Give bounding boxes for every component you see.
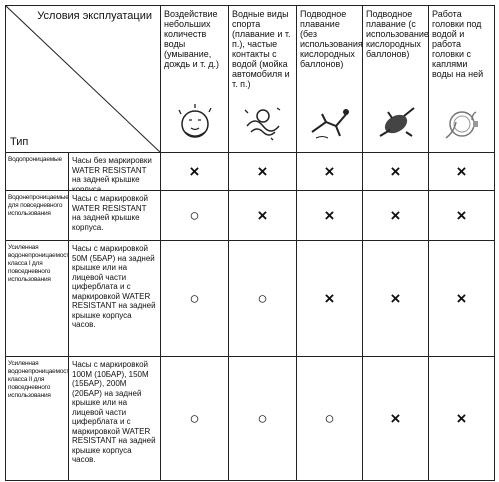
mark-cell-text: ×	[324, 205, 335, 225]
mark-cell-text: ×	[189, 161, 200, 181]
mark-cell-text: ×	[456, 205, 467, 225]
description-cell-text: Часы без маркировки WATER RESISTANT на з…	[72, 156, 152, 191]
mark-cell: ×	[296, 240, 363, 357]
mark-cell-text: ○	[189, 288, 200, 308]
description-cell: Часы с маркировкой WATER RESISTANT на за…	[68, 190, 161, 241]
description-cell-text: Часы с маркировкой WATER RESISTANT на за…	[72, 194, 148, 232]
column-header: Воздействие небольших количеств воды (ум…	[160, 5, 229, 153]
mark-cell-text: ×	[390, 288, 401, 308]
condition-icon	[310, 109, 349, 139]
mark-cell-text: ×	[390, 408, 401, 428]
column-header: Работа головки под водой и работа головк…	[428, 5, 495, 153]
mark-cell: ○	[228, 240, 297, 357]
condition-icon	[378, 107, 415, 137]
mark-cell: ×	[362, 152, 429, 191]
mark-cell: ×	[428, 190, 495, 241]
mark-cell: ○	[228, 356, 297, 481]
description-cell: Часы с маркировкой 100M (10БАР), 150M (1…	[68, 356, 161, 481]
description-cell-text: Часы с маркировкой 50M (5БАР) на задней …	[72, 244, 156, 329]
mark-cell: ×	[362, 356, 429, 481]
column-header-text: Водные виды спорта (плавание и т. п.), ч…	[232, 9, 291, 89]
type-cell: Водонепроницаемые для повседневного испо…	[5, 190, 69, 241]
mark-cell-text: ×	[456, 408, 467, 428]
description-cell-text: Часы с маркировкой 100M (10БАР), 150M (1…	[72, 360, 156, 464]
mark-cell: ×	[428, 152, 495, 191]
mark-cell: ×	[296, 152, 363, 191]
mark-cell: ○	[160, 356, 229, 481]
mark-cell-text: ×	[257, 161, 268, 181]
type-cell: Усиленная водонепроницаемость класса I д…	[5, 240, 69, 357]
type-cell-text: Водопроницаемые	[8, 156, 62, 163]
corner-top: Условия эксплуатации	[37, 10, 152, 22]
description-cell: Часы с маркировкой 50M (5БАР) на задней …	[68, 240, 161, 357]
mark-cell: ×	[362, 240, 429, 357]
mark-cell: ×	[428, 240, 495, 357]
column-header: Подводное плавание (с использованием кис…	[362, 5, 429, 153]
mark-cell: ○	[160, 240, 229, 357]
condition-icon	[244, 107, 280, 141]
description-cell: Часы без маркировки WATER RESISTANT на з…	[68, 152, 161, 191]
corner-bottom: Тип	[10, 136, 29, 148]
column-header-text: Работа головки под водой и работа головк…	[432, 9, 484, 79]
mark-cell: ×	[160, 152, 229, 191]
mark-cell: ×	[296, 190, 363, 241]
type-cell-text: Усиленная водонепроницаемость класса II …	[8, 360, 69, 399]
mark-cell: ×	[228, 152, 297, 191]
type-cell: Водопроницаемые	[5, 152, 69, 191]
column-header-text: Подводное плавание (с использованием кис…	[366, 9, 429, 59]
mark-cell-text: ×	[390, 161, 401, 181]
mark-cell: ○	[296, 356, 363, 481]
mark-cell-text: ×	[324, 161, 335, 181]
mark-cell: ×	[362, 190, 429, 241]
mark-cell-text: ×	[456, 161, 467, 181]
mark-cell-text: ○	[257, 408, 268, 428]
corner-cell: Условия эксплуатации Тип	[5, 5, 161, 153]
mark-cell-text: ○	[257, 288, 268, 308]
mark-cell-text: ×	[257, 205, 268, 225]
condition-icon	[445, 111, 478, 139]
mark-cell-text: ○	[189, 205, 200, 225]
mark-cell: ×	[228, 190, 297, 241]
condition-icon	[177, 104, 212, 138]
type-cell-text: Усиленная водонепроницаемость класса I д…	[8, 244, 69, 283]
column-header: Подводное плавание (без использования ки…	[296, 5, 363, 153]
type-cell: Усиленная водонепроницаемость класса II …	[5, 356, 69, 481]
mark-cell-text: ○	[189, 408, 200, 428]
mark-cell-text: ×	[324, 288, 335, 308]
mark-cell: ×	[428, 356, 495, 481]
mark-cell-text: ×	[456, 288, 467, 308]
diagonal	[6, 6, 160, 152]
mark-cell-text: ×	[390, 205, 401, 225]
mark-cell: ○	[160, 190, 229, 241]
column-header: Водные виды спорта (плавание и т. п.), ч…	[228, 5, 297, 153]
column-header-text: Воздействие небольших количеств воды (ум…	[164, 9, 220, 69]
column-header-text: Подводное плавание (без использования ки…	[300, 9, 363, 69]
type-cell-text: Водонепроницаемые для повседневного испо…	[8, 194, 69, 217]
mark-cell-text: ○	[324, 408, 335, 428]
